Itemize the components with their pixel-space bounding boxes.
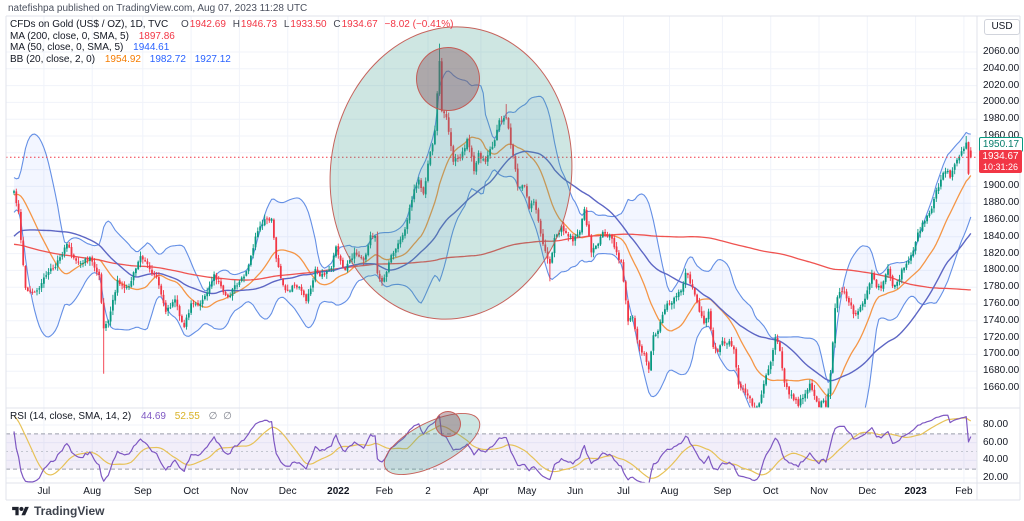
price-tick: 1860.00: [983, 214, 1020, 225]
bb-lower-value: 1927.12: [194, 53, 231, 65]
high-value: 1946.73: [240, 19, 278, 30]
legend-rsi-row: RSI (14, close, SMA, 14, 2) 44.69 52.55 …: [10, 411, 232, 422]
price-tick: 1680.00: [983, 365, 1020, 377]
bar-countdown: 10:31:26: [982, 162, 1019, 173]
price-tick: 1840.00: [983, 230, 1020, 242]
price-tick: 2060.00: [983, 46, 1020, 57]
ma200-value: 1897.86: [138, 30, 175, 42]
time-tick: Nov: [230, 486, 249, 497]
rsi-value: 44.69: [140, 411, 166, 422]
legend-ma200-row: MA (200, close, 0, SMA, 5) 1897.86: [10, 31, 453, 43]
legend-bb-row: BB (20, close, 2, 0) 1954.92 1982.72 192…: [10, 54, 453, 66]
ma50-value: 1944.61: [133, 42, 170, 54]
tradingview-logo-icon: [12, 505, 29, 518]
current-price-value: 1934.67: [982, 151, 1019, 163]
time-tick: Feb: [955, 486, 973, 497]
price-tick: 2040.00: [983, 62, 1020, 74]
rsi-title: RSI (14, close, SMA, 14, 2): [10, 411, 132, 422]
time-tick: Jun: [567, 486, 584, 497]
tradingview-logo-text: TradingView: [34, 504, 105, 518]
time-tick: Aug: [660, 486, 679, 497]
time-tick: Feb: [375, 486, 393, 497]
current-price-badge: 1934.67 10:31:26: [979, 150, 1022, 174]
time-tick: Sep: [133, 486, 152, 497]
high-label: H: [232, 19, 240, 30]
low-value: 1933.50: [290, 19, 327, 30]
tradingview-logo[interactable]: TradingView: [12, 504, 104, 518]
rsi-tick: 60.00: [983, 436, 1009, 448]
rsi-tick: 20.00: [983, 471, 1009, 483]
legend-ma50-row: MA (50, close, 0, SMA, 5) 1944.61: [10, 42, 453, 54]
time-tick: 2022: [327, 486, 350, 497]
price-tick: 1760.00: [983, 298, 1020, 309]
price-tick: 2000.00: [983, 96, 1020, 108]
close-value: 1934.67: [341, 19, 378, 30]
price-tick: 1820.00: [983, 247, 1020, 259]
price-tick: 1880.00: [983, 197, 1020, 209]
price-tick: 1660.00: [983, 382, 1020, 393]
price-tick: 1740.00: [983, 314, 1020, 326]
time-tick: Dec: [278, 486, 297, 497]
bb-upper-value: 1982.72: [149, 53, 186, 65]
publish-note: natefishpa published on TradingView.com,…: [8, 3, 308, 14]
ma50-title: MA (50, close, 0, SMA, 5): [10, 42, 124, 54]
time-axis[interactable]: Jul Aug Sep Oct Nov Dec 2022 Feb 2 Apr May Jun Jul Au…: [0, 483, 976, 500]
rsi-upper-value: ∅: [208, 411, 218, 422]
bb-basis-value: 1954.92: [104, 53, 141, 65]
annotation-circle-rsi: [435, 411, 461, 437]
legend: CFDs on Gold (US$ / OZ), 1D, TVC O1942.6…: [10, 19, 453, 65]
price-tick: 1800.00: [983, 264, 1020, 276]
time-tick: Sep: [713, 486, 732, 497]
ma200-title: MA (200, close, 0, SMA, 5): [10, 30, 129, 42]
time-tick: Nov: [810, 486, 828, 497]
rsi-tick: 80.00: [983, 419, 1009, 430]
currency-button[interactable]: USD: [984, 19, 1020, 35]
change-value: −8.02 (−0.41%): [384, 19, 454, 30]
time-tick: Jul: [37, 486, 51, 497]
time-tick: Jul: [617, 486, 630, 497]
time-tick: Oct: [762, 486, 779, 497]
time-tick: Aug: [83, 486, 102, 497]
rsi-lower-value: ∅: [223, 411, 232, 422]
time-tick: Dec: [858, 486, 877, 497]
time-tick: 2023: [904, 486, 927, 497]
symbol-title: CFDs on Gold (US$ / OZ), 1D, TVC: [10, 19, 169, 30]
time-tick: Oct: [183, 486, 199, 497]
bb-title: BB (20, close, 2, 0): [10, 53, 96, 65]
price-tick: 1980.00: [983, 113, 1020, 125]
price-tick: 1960.00: [983, 130, 1020, 141]
price-tick: 1720.00: [983, 331, 1020, 343]
close-label: C: [333, 19, 341, 30]
time-tick: 2: [425, 486, 431, 497]
rsi-sma-value: 52.55: [174, 411, 200, 422]
price-tick: 1900.00: [983, 180, 1020, 192]
annotation-circle-peak: [416, 47, 480, 111]
price-tick: 2020.00: [983, 79, 1020, 91]
price-tick: 1780.00: [983, 281, 1020, 293]
rsi-tick: 40.00: [983, 454, 1009, 466]
legend-symbol-row: CFDs on Gold (US$ / OZ), 1D, TVC O1942.6…: [10, 19, 453, 31]
time-tick: May: [517, 486, 537, 497]
open-value: 1942.69: [189, 19, 226, 30]
price-tick: 1700.00: [983, 348, 1020, 360]
low-label: L: [283, 19, 290, 30]
time-tick: Apr: [473, 486, 489, 497]
open-label: O: [180, 19, 189, 30]
